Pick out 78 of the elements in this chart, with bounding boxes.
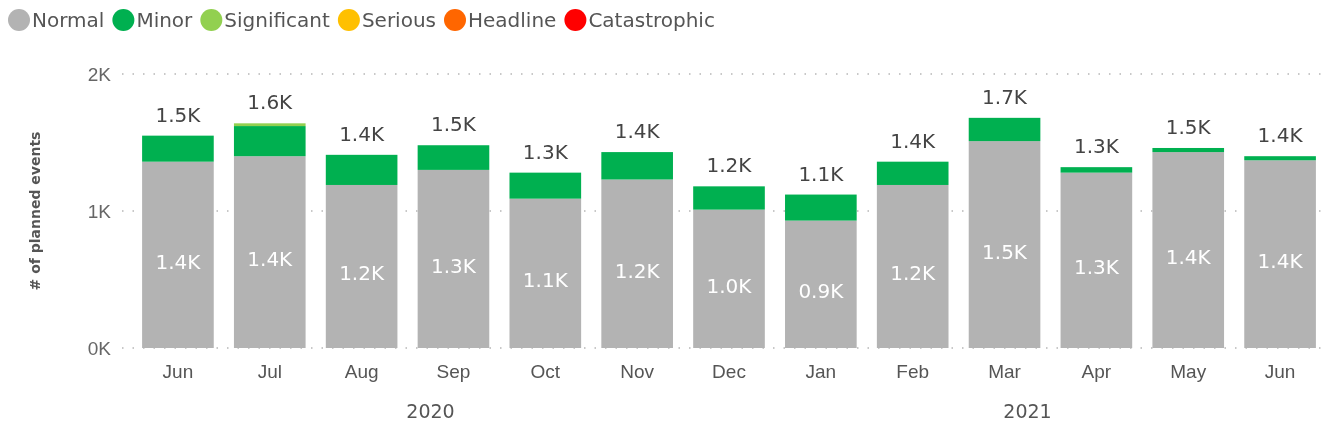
bar [876, 184, 949, 348]
data-label: 0.9K [798, 279, 845, 304]
data-label: 1.0K [706, 273, 753, 298]
x-tick-label: Jun [1264, 361, 1296, 383]
bar [693, 209, 765, 348]
bar [1244, 156, 1316, 161]
bar [509, 172, 582, 199]
legend-label: Serious [361, 8, 436, 32]
total-label: 1.1K [798, 161, 845, 186]
total-label: 1.5K [1165, 114, 1212, 139]
bar [233, 156, 306, 348]
legend-label: Minor [136, 8, 194, 32]
x-tick-label: Oct [530, 361, 561, 383]
legend-label: Headline [468, 8, 557, 32]
bar [785, 194, 857, 221]
bar [968, 141, 1041, 348]
legend-label: Catastrophic [588, 8, 715, 32]
data-label: 1.2K [339, 261, 385, 286]
total-label: 1.4K [1257, 123, 1304, 148]
x-tick-label: Jul [257, 361, 282, 383]
data-label: 1.3K [431, 253, 477, 278]
total-label: 1.5K [431, 112, 477, 137]
bar [325, 184, 398, 348]
bar [1152, 152, 1225, 348]
total-label: 1.2K [706, 153, 753, 178]
total-label: 1.3K [522, 139, 569, 164]
bar [876, 161, 949, 185]
total-label: 1.4K [890, 128, 937, 153]
legend-label: Significant [224, 8, 331, 32]
x-tick-label: Sep [436, 361, 471, 383]
x-tick-label: Mar [988, 361, 1022, 383]
total-label: 1.6K [247, 90, 294, 115]
bar [601, 179, 673, 348]
data-label: 1.4K [1165, 245, 1212, 270]
x-tick-label: Apr [1081, 361, 1112, 383]
bar [693, 186, 765, 210]
bar [417, 169, 490, 348]
legend-label: Normal [32, 8, 105, 32]
bar [142, 135, 214, 162]
x-tick-label: Feb [896, 361, 930, 383]
x-tick-label: Dec [712, 361, 746, 383]
x-tick-label: May [1170, 361, 1207, 383]
x-tick-label: Jan [805, 361, 837, 383]
data-label: 1.2K [614, 258, 661, 283]
y-axis-title: # of planned events [27, 131, 43, 291]
total-label: 1.4K [614, 119, 661, 144]
bar [968, 117, 1041, 142]
y-tick-label: 1K [87, 200, 112, 222]
data-label: 1.4K [1257, 249, 1304, 274]
bar [233, 126, 306, 157]
bar [1244, 160, 1316, 348]
total-label: 1.3K [1073, 134, 1120, 159]
data-label: 1.2K [890, 261, 937, 286]
data-label: 1.1K [522, 268, 569, 293]
bar [325, 154, 398, 185]
x-tick-label: Aug [344, 361, 379, 383]
bar [1152, 147, 1225, 153]
total-label: 1.7K [982, 84, 1028, 109]
bar [785, 220, 857, 348]
bar [509, 198, 582, 348]
bar [601, 152, 673, 180]
x-tick-label: Jun [162, 361, 194, 383]
total-label: 1.4K [339, 121, 385, 146]
bar [417, 145, 490, 170]
text: 2020 [406, 400, 455, 422]
bar [142, 161, 214, 348]
total-label: 1.5K [155, 102, 202, 127]
bar [1060, 172, 1133, 348]
data-label: 1.3K [1073, 255, 1120, 280]
text: 2021 [1003, 400, 1052, 422]
bar [233, 123, 306, 127]
y-tick-label: 2K [87, 63, 112, 85]
data-label: 1.4K [155, 249, 202, 274]
bar [1060, 167, 1133, 173]
y-tick-label: 0K [87, 337, 112, 359]
data-label: 1.5K [982, 239, 1028, 264]
data-label: 1.4K [247, 247, 294, 272]
x-tick-label: Nov [620, 361, 655, 383]
